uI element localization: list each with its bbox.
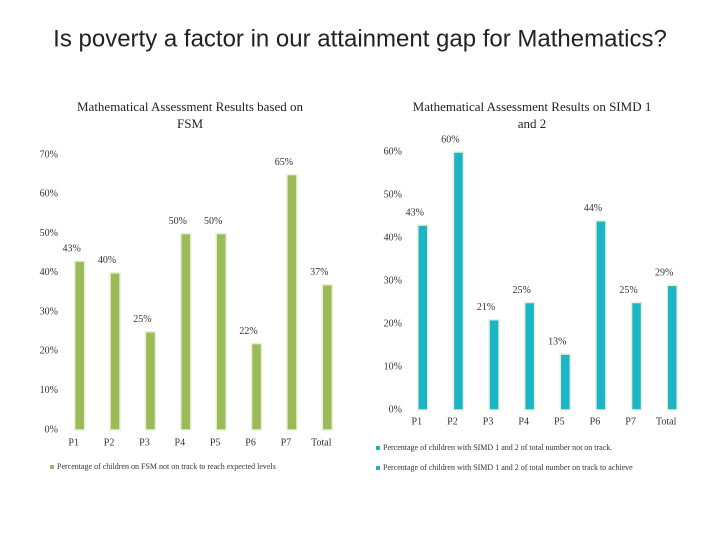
bar <box>73 260 86 431</box>
x-tick-label: P3 <box>483 416 494 427</box>
data-label: 43% <box>63 243 81 254</box>
x-tick-label: P3 <box>139 437 150 448</box>
y-tick-label: 40% <box>384 232 402 243</box>
x-tick-label: Total <box>656 416 677 427</box>
x-tick-label: P4 <box>175 437 186 448</box>
y-tick-label: 20% <box>384 318 402 329</box>
data-label: 25% <box>513 285 531 296</box>
data-label: 25% <box>619 285 637 296</box>
bar <box>144 331 157 431</box>
data-label: 37% <box>310 267 328 278</box>
y-tick-label: 10% <box>384 361 402 372</box>
x-tick-label: P2 <box>104 437 115 448</box>
y-tick-label: 70% <box>40 149 58 160</box>
legend-swatch <box>50 465 54 469</box>
legend-swatch <box>376 446 380 450</box>
y-tick-label: 0% <box>45 424 58 435</box>
x-tick-label: P6 <box>245 437 256 448</box>
y-tick-label: 0% <box>389 404 402 415</box>
bar <box>666 284 678 411</box>
bar <box>250 342 263 431</box>
x-tick-label: P4 <box>518 416 529 427</box>
x-tick-label: P7 <box>281 437 292 448</box>
y-tick-label: 60% <box>384 146 402 157</box>
legend-label: Percentage of children on FSM not on tra… <box>57 462 276 471</box>
y-tick-label: 50% <box>384 189 402 200</box>
y-tick-label: 10% <box>40 385 58 396</box>
bar <box>180 232 192 431</box>
legend-label: Percentage of children with SIMD 1 and 2… <box>383 463 633 472</box>
x-tick-label: P6 <box>590 416 601 427</box>
data-label: 65% <box>275 157 293 168</box>
bar <box>417 224 429 411</box>
legend-swatch <box>376 466 380 470</box>
x-tick-label: P5 <box>210 437 221 448</box>
data-label: 43% <box>406 207 424 218</box>
y-tick-label: 30% <box>384 275 402 286</box>
data-label: 22% <box>239 326 257 337</box>
bar <box>630 301 643 411</box>
y-tick-label: 50% <box>40 228 58 239</box>
x-tick-label: P2 <box>447 416 458 427</box>
x-tick-label: P1 <box>68 437 79 448</box>
x-tick-label: P7 <box>625 416 636 427</box>
chart-title: Mathematical Assessment Results on SIMD … <box>413 99 652 131</box>
bar <box>109 272 121 431</box>
y-tick-label: 20% <box>40 346 58 357</box>
data-label: 50% <box>204 216 222 227</box>
bar <box>488 318 500 411</box>
slide-title: Is poverty a factor in our attainment ga… <box>53 25 667 52</box>
bar <box>559 353 572 411</box>
data-label: 40% <box>98 255 116 266</box>
y-tick-label: 30% <box>40 306 58 317</box>
data-label: 60% <box>441 134 459 145</box>
data-label: 44% <box>584 203 602 214</box>
legend-label: Percentage of children with SIMD 1 and 2… <box>383 443 612 452</box>
data-label: 21% <box>477 302 495 313</box>
bar <box>595 220 607 411</box>
x-tick-label: P5 <box>554 416 565 427</box>
chart-title: Mathematical Assessment Results based on… <box>77 99 304 131</box>
y-tick-label: 60% <box>40 189 58 200</box>
bar <box>321 283 334 431</box>
x-tick-label: P1 <box>412 416 423 427</box>
data-label: 29% <box>655 268 673 279</box>
x-tick-label: Total <box>311 437 332 448</box>
bar <box>452 151 465 411</box>
data-label: 50% <box>169 216 187 227</box>
data-label: 25% <box>133 314 151 325</box>
bar <box>215 232 227 431</box>
y-tick-label: 40% <box>40 267 58 278</box>
bar <box>523 301 536 411</box>
bar <box>286 173 298 431</box>
data-label: 13% <box>548 336 566 347</box>
